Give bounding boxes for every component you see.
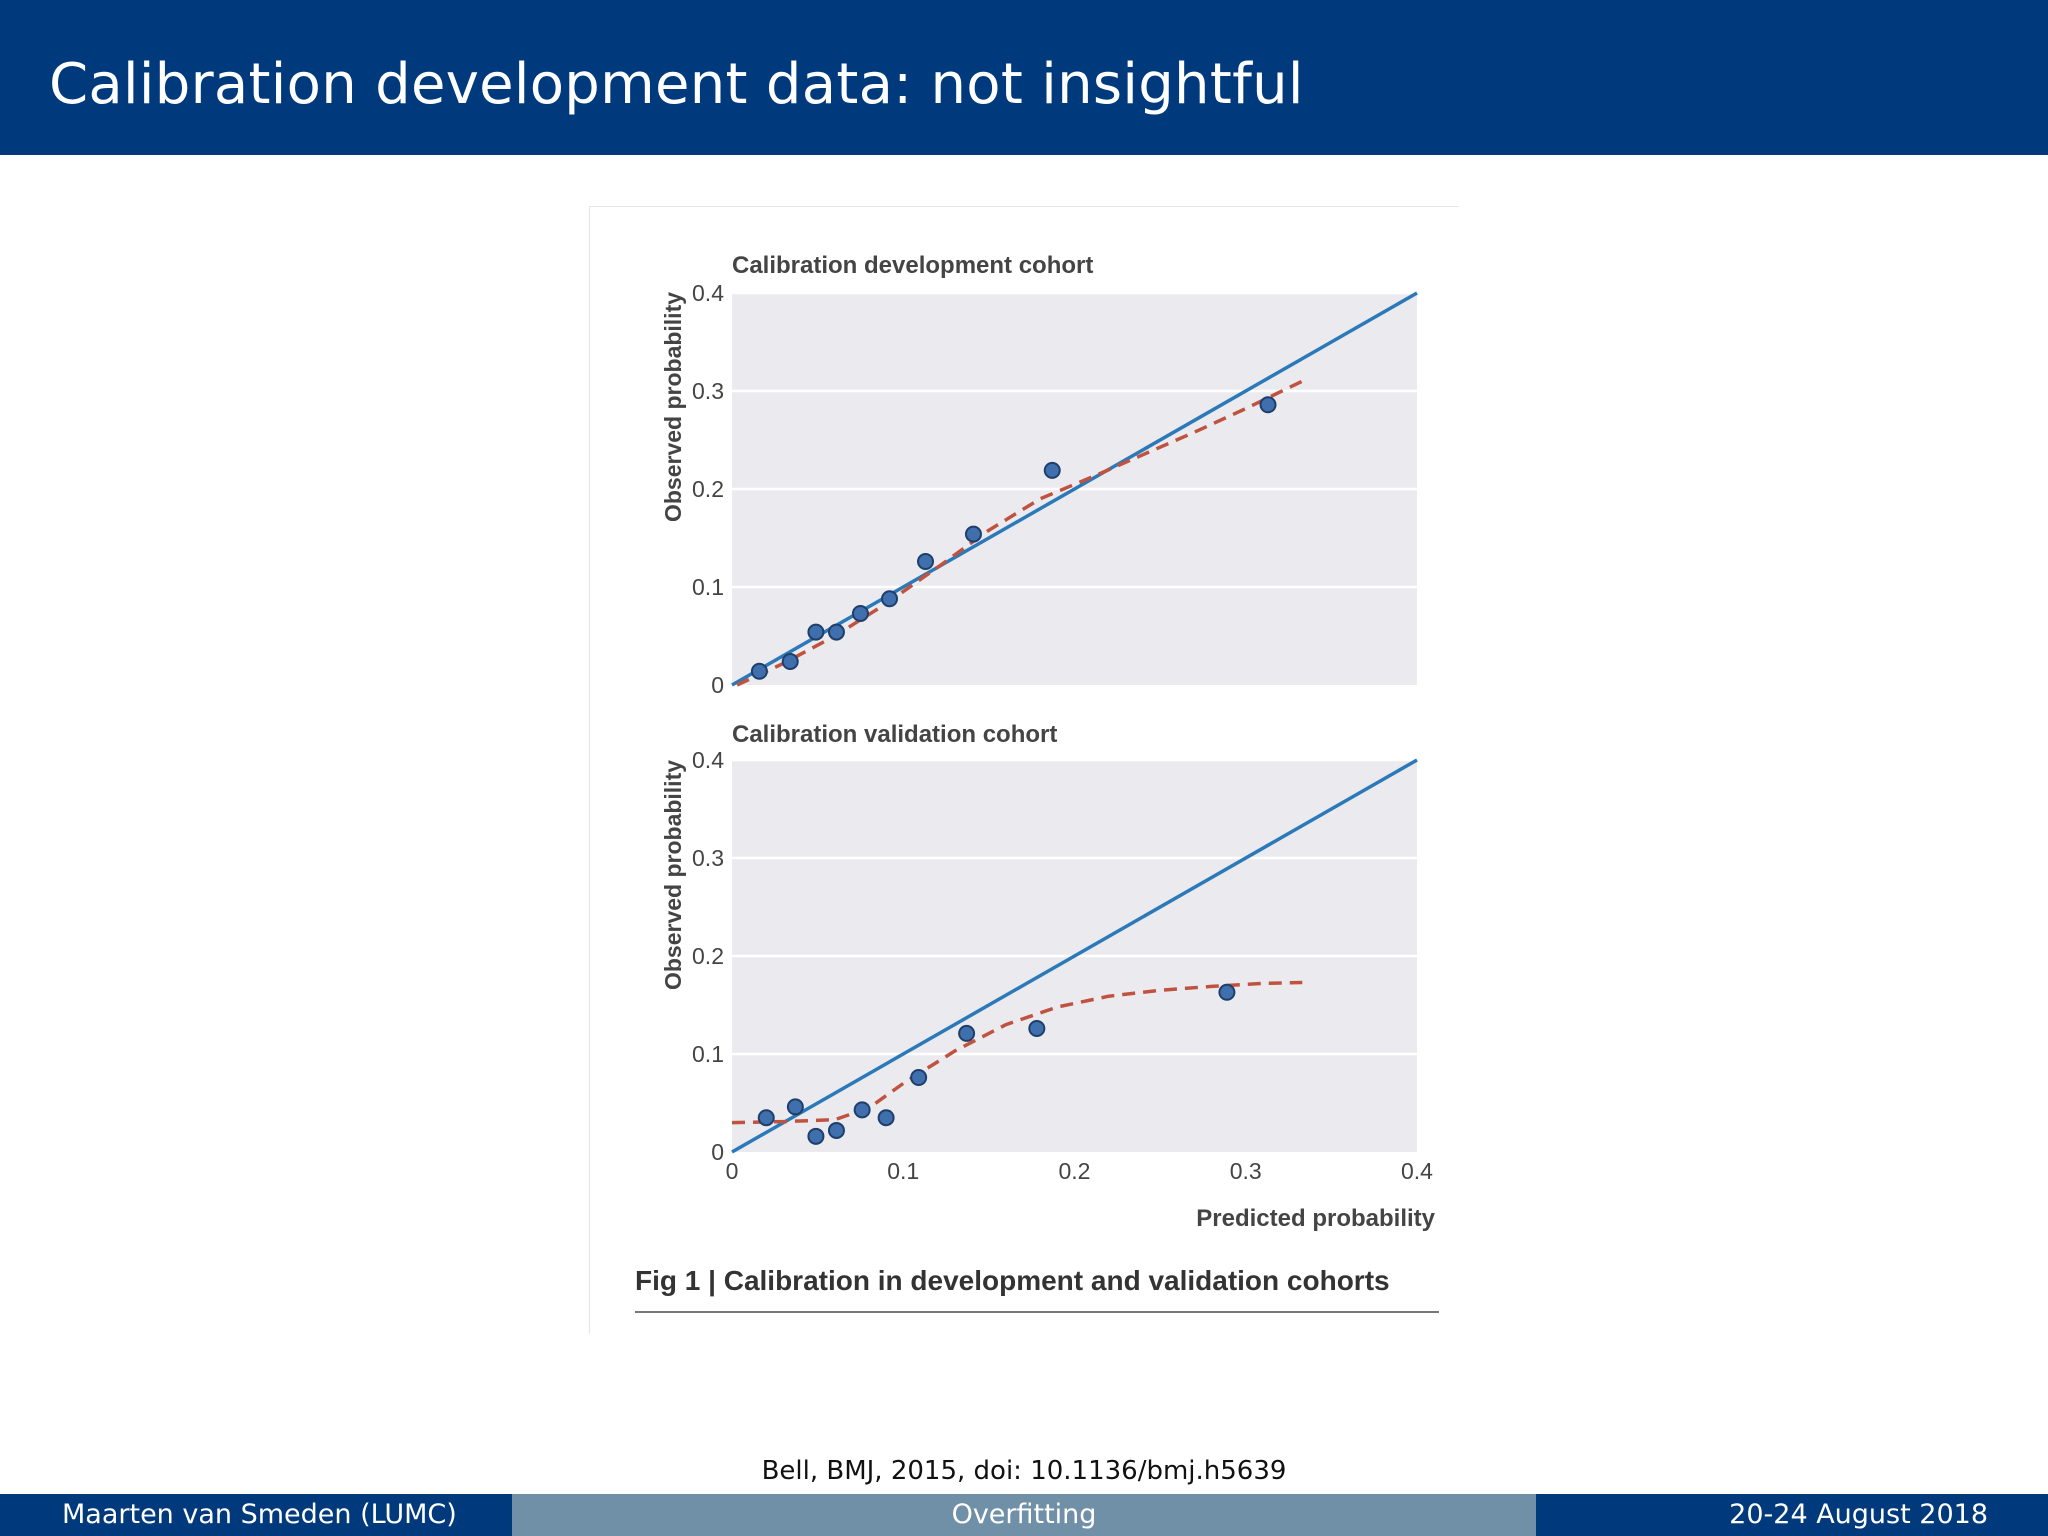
x-tick-label: 0.4 <box>1401 1158 1433 1184</box>
data-point <box>827 623 845 641</box>
slide-header: Calibration development data: not insigh… <box>0 0 2048 155</box>
x-tick-label: 0 <box>726 1158 739 1184</box>
data-point <box>781 652 799 670</box>
data-point <box>853 1101 871 1119</box>
x-tick-label: 0.1 <box>887 1158 919 1184</box>
citation: Bell, BMJ, 2015, doi: 10.1136/bmj.h5639 <box>761 1456 1287 1486</box>
data-point <box>807 623 825 641</box>
x-tick-label: 0.2 <box>1059 1158 1091 1184</box>
data-point <box>1043 461 1061 479</box>
data-point <box>877 1109 895 1127</box>
calibration-curve <box>731 980 1303 1125</box>
y-axis-label: Observed probability <box>660 292 686 522</box>
data-point <box>881 590 899 608</box>
identity-line <box>731 291 1418 687</box>
data-point <box>851 604 869 622</box>
data-point <box>1218 983 1236 1001</box>
y-tick-label: 0.3 <box>692 378 724 404</box>
footer-author: Maarten van Smeden (LUMC) <box>0 1494 512 1536</box>
data-point <box>1028 1020 1046 1038</box>
data-point <box>958 1024 976 1042</box>
y-tick-label: 0 <box>711 1139 724 1165</box>
y-tick-label: 0.3 <box>692 845 724 871</box>
footer-topic: Overfitting <box>512 1494 1536 1536</box>
y-tick-label: 0.4 <box>692 280 724 306</box>
data-point <box>964 525 982 543</box>
y-tick-label: 0.2 <box>692 943 724 969</box>
data-point <box>757 1109 775 1127</box>
data-point <box>827 1121 845 1139</box>
x-axis-label: Predicted probability <box>1196 1205 1435 1232</box>
y-tick-label: 0.1 <box>692 1041 724 1067</box>
data-point <box>786 1098 804 1116</box>
y-tick-label: 0.1 <box>692 574 724 600</box>
y-tick-label: 0.2 <box>692 476 724 502</box>
data-point <box>917 553 935 571</box>
figure-panel: Calibration development cohort Observed … <box>589 206 1459 1334</box>
figure-caption: Fig 1 | Calibration in development and v… <box>635 1265 1390 1296</box>
development-chart: 0 0.1 0.2 0.3 0.4 <box>692 280 1418 698</box>
validation-chart: 0 0.1 0.2 0.3 0.4 0 0.1 0.2 0.3 0.4 <box>692 747 1433 1184</box>
data-point <box>750 662 768 680</box>
chart-title: Calibration validation cohort <box>732 721 1057 748</box>
slide-title: Calibration development data: not insigh… <box>49 52 1304 117</box>
slide-footer: Maarten van Smeden (LUMC) Overfitting 20… <box>0 1494 2048 1536</box>
y-tick-label: 0 <box>711 672 724 698</box>
y-axis-label: Observed probability <box>660 760 686 990</box>
data-point <box>1259 396 1277 414</box>
footer-date: 20-24 August 2018 <box>1536 1494 2048 1536</box>
y-tick-label: 0.4 <box>692 747 724 773</box>
calibration-figure: Calibration development cohort Observed … <box>635 252 1439 1313</box>
calibration-curve <box>736 379 1304 687</box>
identity-line <box>731 758 1418 1154</box>
x-tick-label: 0.3 <box>1230 1158 1262 1184</box>
data-point <box>807 1127 825 1145</box>
data-point <box>910 1069 928 1087</box>
chart-title: Calibration development cohort <box>732 252 1093 279</box>
